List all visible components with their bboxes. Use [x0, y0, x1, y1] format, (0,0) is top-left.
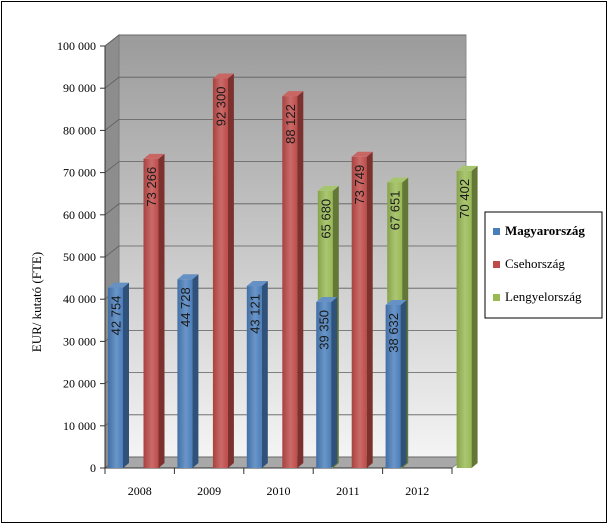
- legend-entry: Csehország: [505, 256, 565, 271]
- bar: [246, 286, 262, 468]
- bar: [316, 301, 332, 468]
- bar: [143, 158, 159, 468]
- legend-box: [484, 211, 603, 319]
- bar: [212, 78, 228, 468]
- gridline: [104, 119, 466, 131]
- gridline: [104, 161, 466, 173]
- bar-top: [385, 299, 407, 305]
- bar-side: [400, 299, 407, 468]
- data-label: 42 754: [109, 296, 124, 336]
- bar-side: [261, 281, 268, 468]
- bar: [385, 304, 401, 468]
- y-tick-label: 30 000: [63, 334, 96, 348]
- data-label: 67 651: [388, 191, 403, 231]
- bar-side: [192, 274, 199, 468]
- bar-side: [331, 296, 338, 468]
- data-label: 73 266: [144, 167, 159, 207]
- data-label: 92 300: [213, 86, 228, 126]
- bar: [282, 96, 298, 469]
- data-label: 70 402: [457, 179, 472, 219]
- bar-side: [227, 73, 234, 468]
- gridline: [104, 245, 466, 258]
- y-tick-label: 0: [90, 461, 96, 475]
- legend-swatch: [493, 228, 500, 235]
- bar: [177, 279, 193, 468]
- bar: [456, 170, 472, 468]
- bar-top: [177, 274, 199, 280]
- y-tick-label: 40 000: [63, 292, 96, 306]
- legend-swatch: [493, 294, 500, 301]
- bar: [351, 156, 367, 468]
- bar-top: [282, 91, 304, 97]
- bar-side: [297, 91, 304, 469]
- legend: Magyarország Csehország Lengyelország: [484, 211, 603, 319]
- x-tick-label: 2009: [197, 484, 221, 498]
- bar-top: [351, 151, 373, 157]
- x-tick-label: 2010: [267, 484, 291, 498]
- x-tick-label: 2011: [336, 484, 360, 498]
- y-axis-label: EUR/ kutató (FTE): [29, 252, 44, 352]
- bar-side: [471, 165, 478, 468]
- bar-top: [212, 73, 234, 79]
- bar: [108, 287, 123, 468]
- data-label: 44 728: [178, 287, 193, 327]
- data-label: 65 680: [318, 199, 333, 239]
- y-tick-label: 70 000: [63, 166, 96, 180]
- y-tick-label: 10 000: [63, 419, 96, 433]
- x-tick-label: 2008: [128, 484, 152, 498]
- y-tick-label: 50 000: [63, 250, 96, 264]
- data-label: 43 121: [247, 294, 262, 334]
- gridline: [104, 76, 466, 89]
- y-tick-label: 20 000: [63, 377, 96, 391]
- bar-top: [246, 281, 268, 287]
- bar-side: [366, 151, 373, 468]
- y-tick-label: 60 000: [63, 208, 96, 222]
- legend-entry: Magyarország: [505, 223, 585, 238]
- data-label: 38 632: [386, 313, 401, 353]
- legend-swatch: [493, 261, 500, 268]
- bar-top: [108, 282, 129, 288]
- data-label: 73 749: [352, 165, 367, 205]
- data-label: 88 122: [283, 104, 298, 144]
- legend-entry: Lengyelország: [505, 289, 582, 304]
- gridline: [104, 203, 466, 216]
- data-label: 39 350: [317, 310, 332, 350]
- bar-top: [456, 165, 478, 171]
- bar-top: [387, 177, 409, 183]
- bar-top: [143, 153, 165, 159]
- bar-side: [123, 282, 129, 468]
- y-tick-label: 80 000: [63, 123, 96, 137]
- bar-top: [316, 296, 338, 302]
- bar-top: [317, 185, 339, 191]
- y-tick-label: 90 000: [63, 81, 96, 95]
- x-tick-label: 2012: [405, 484, 429, 498]
- bar-side: [158, 153, 165, 468]
- y-tick-label: 100 000: [57, 39, 96, 53]
- gridline: [104, 34, 466, 47]
